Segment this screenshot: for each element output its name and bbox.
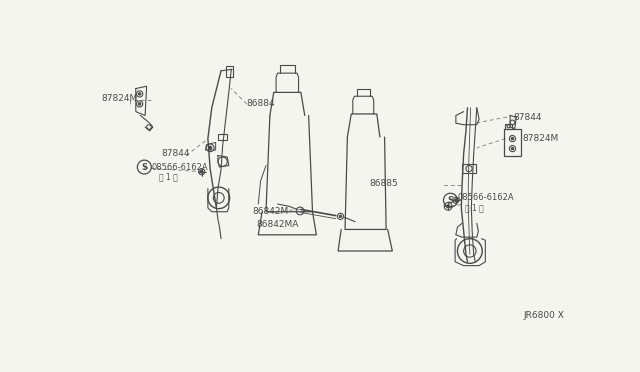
- Text: 08566-6162A: 08566-6162A: [151, 163, 208, 171]
- Text: 〈 1 〉: 〈 1 〉: [465, 203, 484, 212]
- Circle shape: [138, 93, 141, 95]
- Bar: [226, 66, 234, 77]
- Text: 86842M: 86842M: [252, 207, 288, 216]
- Text: S: S: [141, 163, 147, 171]
- Bar: [506, 124, 511, 129]
- Text: S: S: [447, 196, 454, 205]
- Circle shape: [511, 147, 514, 150]
- Bar: [504, 129, 521, 155]
- Circle shape: [138, 103, 141, 105]
- Circle shape: [511, 137, 514, 140]
- Circle shape: [339, 215, 342, 218]
- Circle shape: [454, 199, 457, 202]
- Text: 86885: 86885: [369, 179, 398, 188]
- Text: 86842MA: 86842MA: [257, 220, 299, 229]
- Text: 08566-6162A: 08566-6162A: [458, 193, 514, 202]
- Circle shape: [209, 146, 212, 150]
- Text: 87824M: 87824M: [522, 134, 559, 143]
- Bar: [218, 134, 227, 140]
- Text: 86884: 86884: [246, 99, 275, 108]
- Circle shape: [200, 170, 203, 173]
- Text: 87844: 87844: [513, 112, 541, 122]
- Text: 87844: 87844: [161, 149, 190, 158]
- Text: 〈 1 〉: 〈 1 〉: [159, 173, 178, 182]
- Circle shape: [447, 205, 450, 208]
- Bar: [462, 164, 476, 173]
- Text: JR6800 X: JR6800 X: [524, 311, 564, 320]
- Text: 87824M: 87824M: [102, 94, 138, 103]
